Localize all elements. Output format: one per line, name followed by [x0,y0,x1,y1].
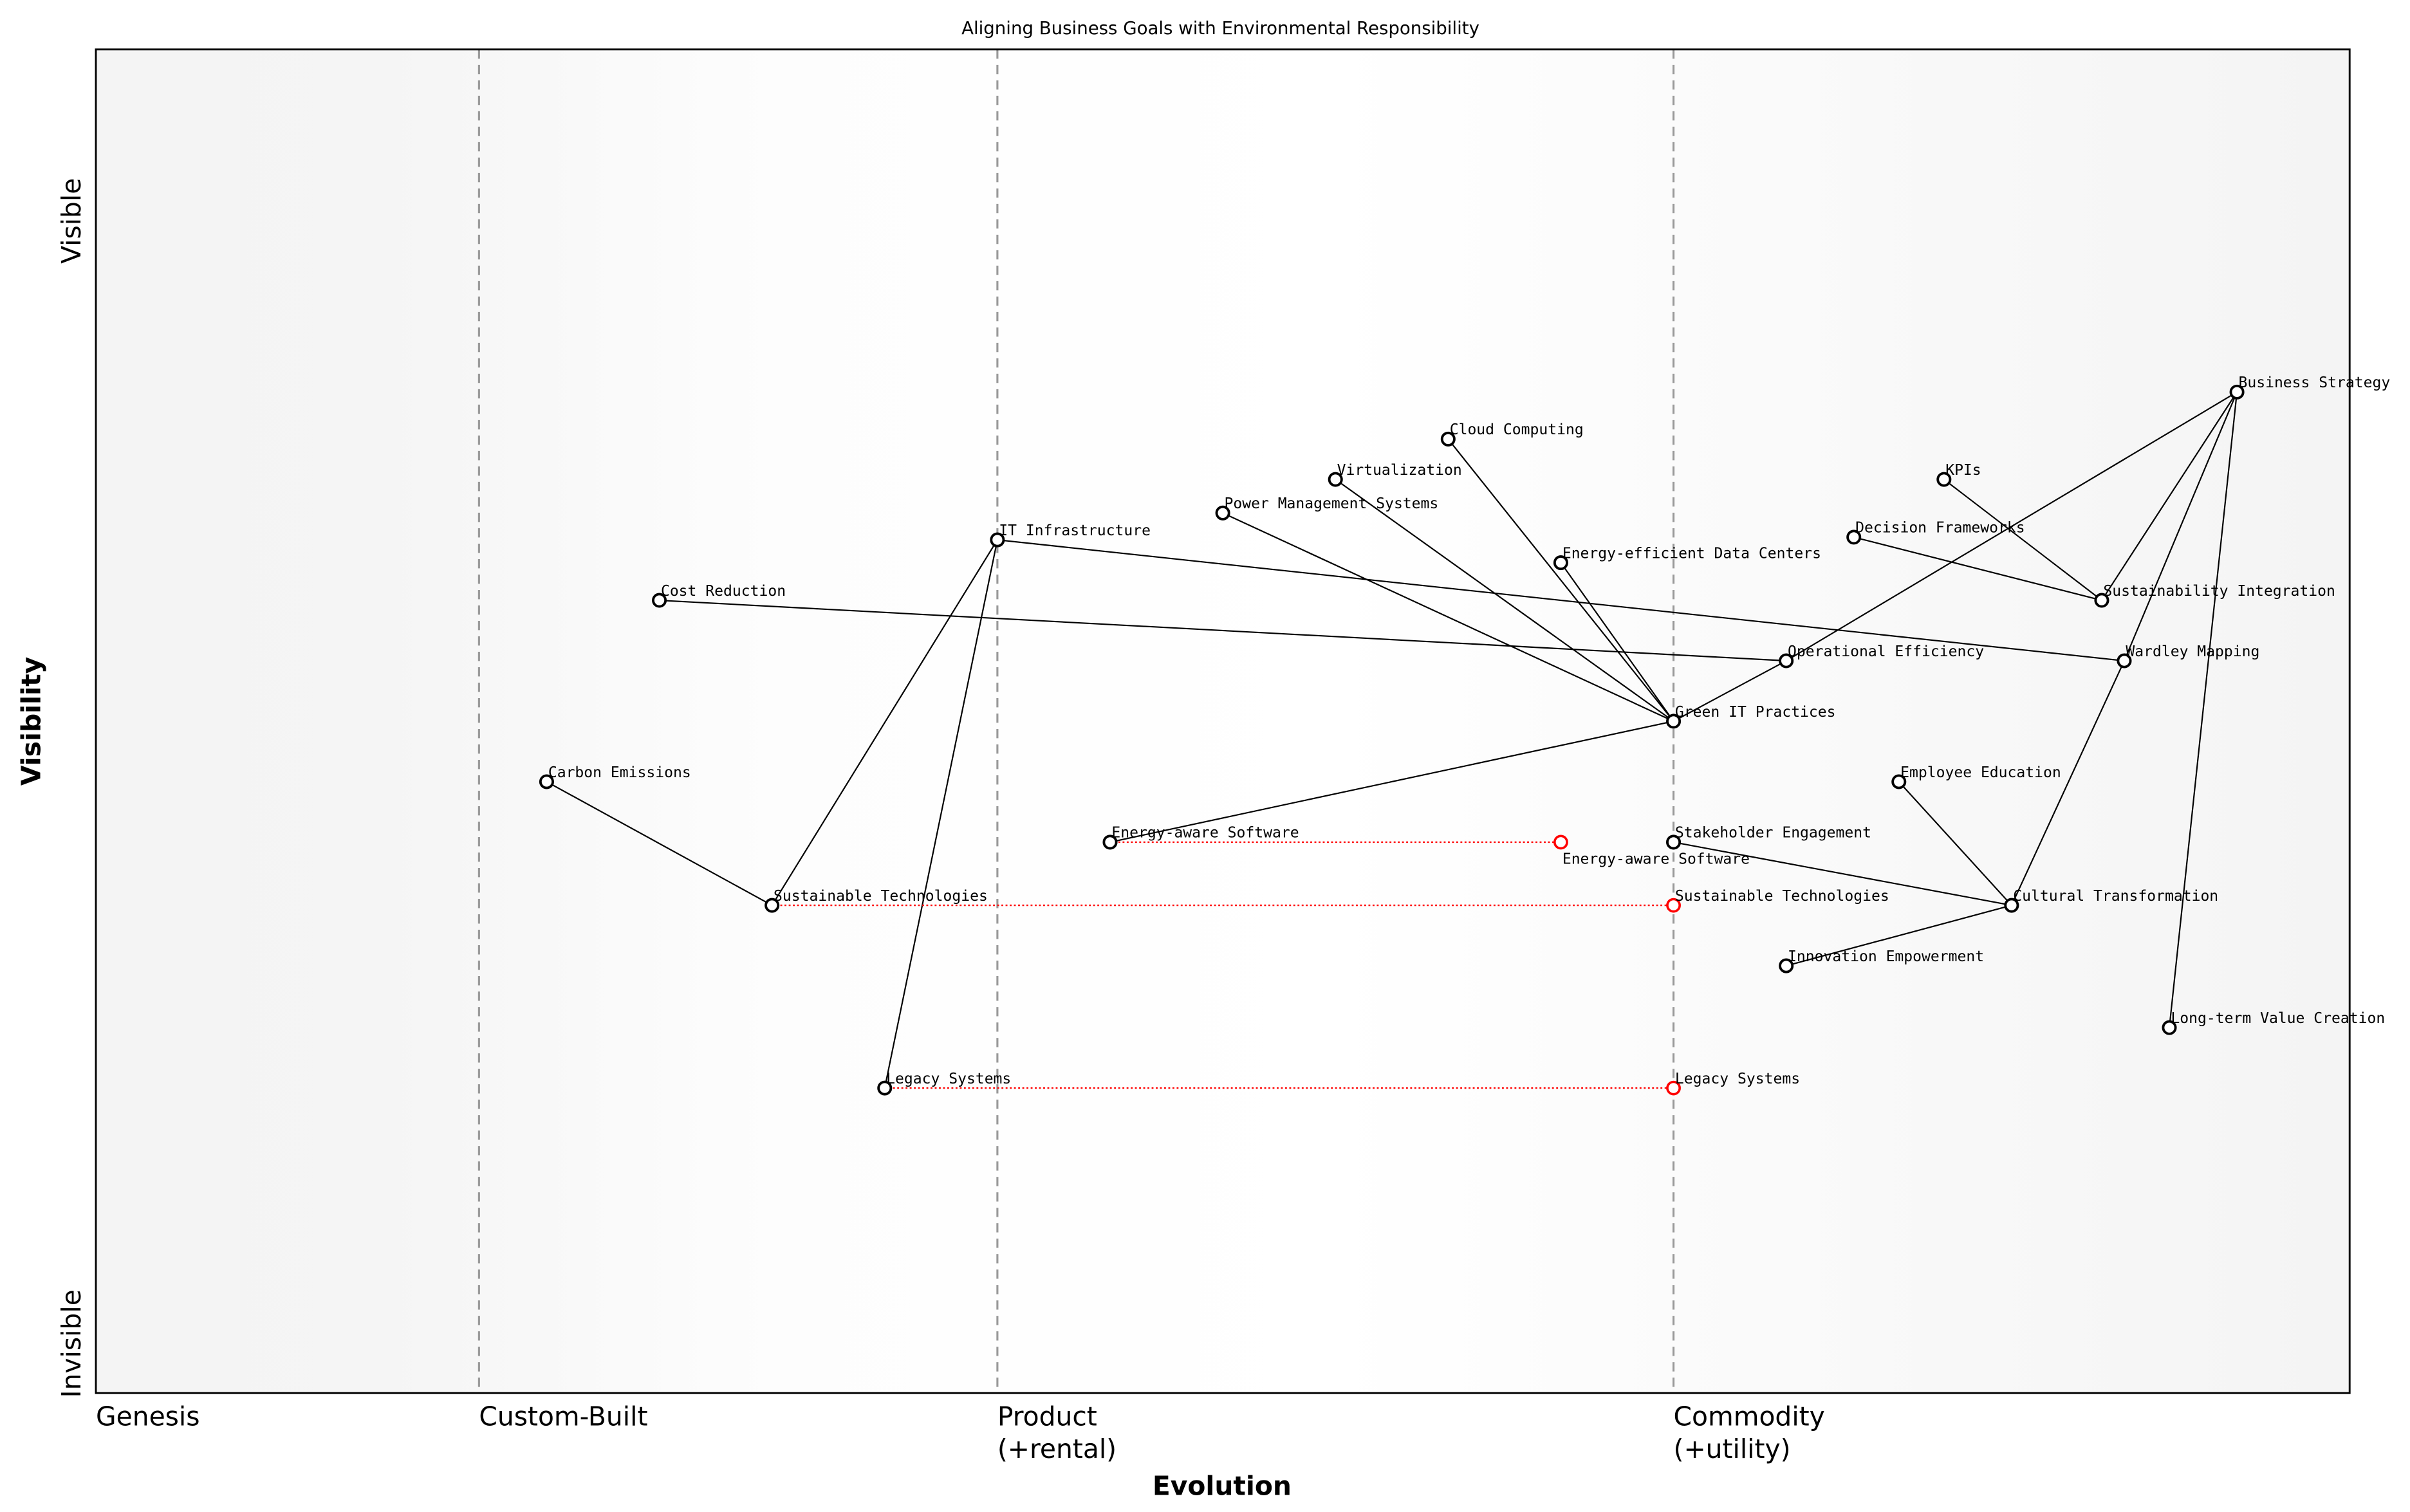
component-marker [2162,1020,2177,1035]
component-label: Legacy Systems [886,1071,1011,1087]
dependency-link [546,781,773,907]
stage-sublabel: (+utility) [1674,1434,1791,1464]
dependency-link [884,539,998,1089]
stage-label: Genesis [96,1401,200,1432]
component-label: Operational Efficiency [1788,643,1984,660]
component-label: Virtualization [1337,462,1462,479]
component-marker [539,774,554,789]
component-marker [1440,431,1456,447]
component-label: Energy-efficient Data Centers [1562,545,1821,562]
component-marker [1553,555,1568,571]
chart-title: Aligning Business Goals with Environment… [961,17,1479,39]
dependency-link [1786,391,2238,661]
dependency-link [2010,660,2125,906]
component-label: Sustainability Integration [2103,583,2335,600]
dependency-link [1673,660,1787,722]
evolved-component-label: Legacy Systems [1675,1071,1800,1087]
component-marker [1779,958,1794,973]
component-marker [1891,774,1907,789]
dependency-link [1222,512,1674,722]
dependency-link [1898,781,2012,906]
dependency-link [1560,562,1674,722]
dependency-link [1786,905,2012,967]
component-marker [2094,593,2109,608]
component-label: Cultural Transformation [2013,888,2218,905]
component-label: Decision Frameworks [1855,520,2025,537]
component-marker [1936,472,1952,487]
dependency-link [771,539,998,906]
y-tick-invisible: Invisible [56,1289,87,1397]
evolved-component-label: Sustainable Technologies [1675,888,1889,905]
dependency-link [2168,392,2238,1028]
evolved-component-marker [1666,1080,1681,1096]
component-label: Wardley Mapping [2126,643,2259,660]
stage-label: Custom-Built [479,1401,647,1432]
dependency-link [1335,479,1674,722]
dependency-link [1447,438,1674,722]
component-label: Cost Reduction [661,583,786,600]
dependency-link [2101,391,2238,601]
component-marker [1666,714,1682,729]
component-label: Cloud Computing [1450,421,1584,438]
component-marker [990,532,1005,548]
component-label: Innovation Empowerment [1788,948,1984,965]
evolved-component-marker [1553,834,1568,850]
evolved-component-marker [1666,898,1681,913]
component-label: Employee Education [1900,764,2061,781]
stage-label: Product [997,1401,1097,1432]
component-marker [2229,384,2245,400]
component-marker [1779,653,1794,668]
x-axis-label: Evolution [1153,1471,1292,1502]
component-label: Green IT Practices [1675,704,1836,721]
stage-label: Commodity [1674,1401,1825,1432]
component-marker [1102,834,1118,850]
dependency-link [1853,536,2102,602]
component-marker [765,898,780,913]
component-label: Carbon Emissions [548,764,691,781]
stage-sublabel: (+rental) [997,1434,1117,1464]
component-marker [1666,834,1682,850]
component-label: Sustainable Technologies [774,888,988,905]
component-marker [2117,653,2132,668]
dependency-link [2123,391,2238,661]
component-marker [1846,530,1862,545]
dependency-link [659,599,1786,662]
component-label: Energy-aware Software [1111,825,1299,842]
plot-area [96,49,2350,1394]
y-axis-label: Visibility [16,657,47,786]
component-label: Long-term Value Creation [2171,1010,2385,1027]
component-label: KPIs [1945,462,1981,479]
component-marker [2004,898,2019,913]
component-label: Business Strategy [2238,374,2390,391]
dependency-link [1943,479,2102,601]
plot-frame [95,48,2351,1394]
component-marker [1328,472,1343,487]
evolved-component-label: Energy-aware Software [1562,851,1750,868]
dependency-link [997,539,2125,662]
component-label: Power Management Systems [1225,495,1439,512]
dependency-link [1673,841,2012,907]
component-marker [652,593,667,608]
component-marker [1215,505,1230,521]
component-marker [877,1080,893,1096]
dependency-link [1109,720,1674,843]
component-label: Stakeholder Engagement [1675,825,1871,842]
component-label: IT Infrastructure [999,522,1151,539]
y-tick-visible: Visible [56,178,87,264]
